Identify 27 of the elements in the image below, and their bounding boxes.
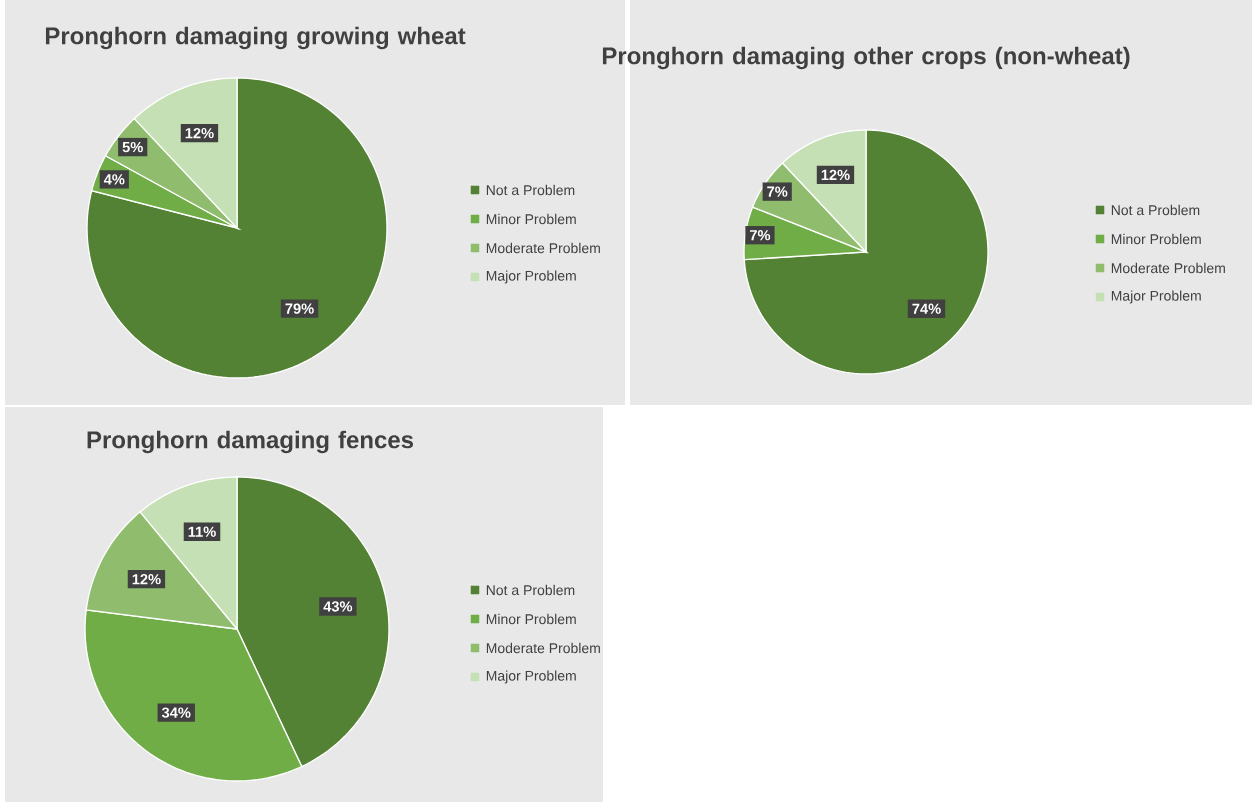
data-label: 11% [188, 526, 216, 537]
legend-label: Moderate Problem [486, 642, 600, 654]
chart-title: Pronghorn damaging other crops (non-wheat) [602, 46, 1130, 70]
legend-label: Major Problem [486, 670, 576, 684]
data-label: 74% [912, 303, 941, 314]
chart-title: Pronghorn damaging fences [87, 430, 414, 454]
legend-label: Minor Problem [1111, 233, 1201, 245]
legend-label: Moderate Problem [1111, 262, 1225, 274]
legend-label: Not a Problem [486, 184, 575, 196]
data-label: 12% [821, 169, 850, 181]
data-label: 12% [185, 127, 214, 139]
data-label: 4% [103, 174, 125, 185]
legend-label: Not a Problem [1111, 204, 1200, 216]
chart-title: Pronghorn damaging growing wheat [45, 26, 466, 50]
legend-label: Minor Problem [486, 213, 576, 225]
legend-label: Major Problem [486, 270, 576, 284]
legend-label: Minor Problem [486, 613, 576, 625]
data-label: 7% [750, 230, 771, 241]
data-label: 43% [323, 601, 353, 612]
legend-label: Not a Problem [486, 584, 575, 596]
data-label: 34% [161, 707, 191, 718]
legend-label: Major Problem [1111, 290, 1201, 304]
data-label: 7% [767, 186, 788, 197]
legend-label: Moderate Problem [486, 242, 600, 254]
data-label: 79% [285, 303, 314, 314]
data-label: 12% [132, 574, 161, 585]
data-label: 5% [122, 141, 143, 153]
